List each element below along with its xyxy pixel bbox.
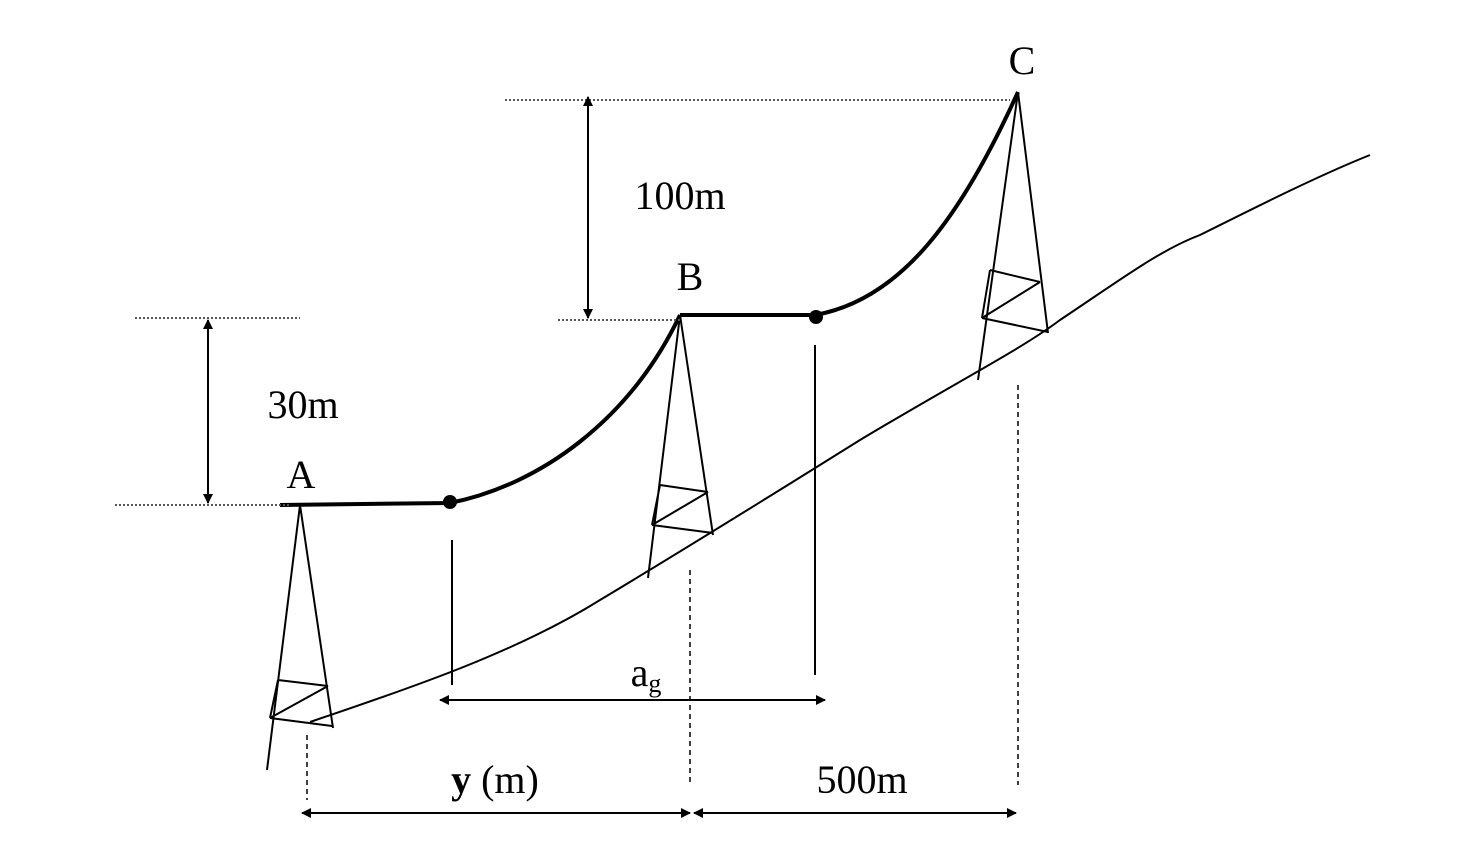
vertical-dash xyxy=(306,385,1019,800)
ground xyxy=(309,154,1371,723)
span-main: a xyxy=(631,650,649,695)
cable-ab xyxy=(279,314,682,507)
distance-label: y (m) xyxy=(451,757,539,802)
tower-a xyxy=(266,504,334,771)
span-label: ag xyxy=(631,650,662,698)
tower-c xyxy=(977,91,1049,381)
lowest-point xyxy=(809,310,823,324)
tower-label: B xyxy=(677,254,704,299)
lowest-point xyxy=(443,495,457,509)
span-sub: g xyxy=(648,669,661,698)
tower-b xyxy=(647,314,714,579)
tower-label: A xyxy=(287,452,316,497)
distance-label: 500m xyxy=(816,757,907,802)
height-label: 30m xyxy=(267,382,338,427)
height-label: 100m xyxy=(634,173,725,218)
tower-label: C xyxy=(1009,38,1036,83)
distance-unit: (m) xyxy=(481,757,539,802)
cable-bc xyxy=(680,91,1020,317)
vertical-line xyxy=(451,345,816,685)
reference-line xyxy=(115,99,1010,506)
distance-symbol: y xyxy=(451,757,471,802)
